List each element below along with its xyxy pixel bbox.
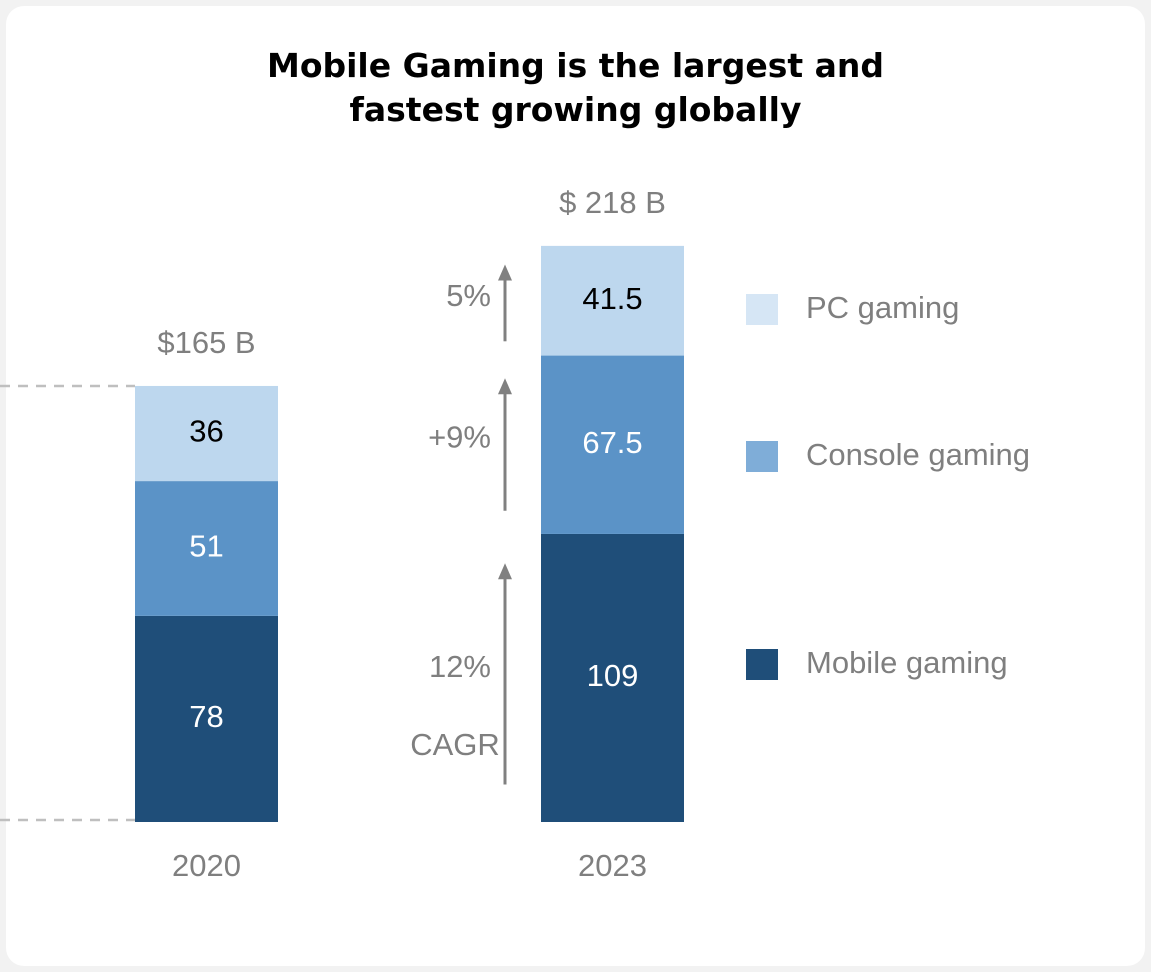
legend-swatch-pc-gaming: [746, 294, 778, 325]
x-tick-label-2023: 2023: [578, 848, 647, 883]
data-label-2023-console-gaming: 67.5: [582, 425, 642, 460]
chart-title-line-1: Mobile Gaming is the largest and: [266, 46, 884, 85]
total-label-2020: $165 B: [157, 325, 255, 360]
legend-label-pc-gaming: PC gaming: [806, 290, 959, 325]
cagr-value-console-gaming: +9%: [428, 420, 491, 455]
cagr-arrowhead-pc-gaming: [498, 264, 512, 281]
legend-label-mobile-gaming: Mobile gaming: [806, 645, 1008, 680]
data-label-2020-console-gaming: 51: [189, 529, 223, 564]
legend-swatch-mobile-gaming: [746, 649, 778, 680]
bar-2020-mobile-gaming: [135, 615, 278, 822]
total-label-2023: $ 218 B: [559, 185, 666, 220]
data-label-2023-pc-gaming: 41.5: [582, 281, 642, 316]
data-label-2020-mobile-gaming: 78: [189, 699, 223, 734]
x-tick-label-2020: 2020: [172, 848, 241, 883]
chart-title-line-2: fastest growing globally: [349, 90, 802, 129]
data-label-2023-mobile-gaming: 109: [587, 658, 639, 693]
cagr-arrowhead-mobile-gaming: [498, 563, 512, 580]
bar-2020-console-gaming: [135, 481, 278, 616]
data-label-2020-pc-gaming: 36: [189, 414, 223, 449]
legend-swatch-console-gaming: [746, 441, 778, 472]
bar-2023-mobile-gaming: [541, 533, 684, 822]
cagr-value-pc-gaming: 5%: [446, 278, 491, 313]
cagr-value-mobile-gaming: 12%: [429, 649, 491, 684]
bar-2023-console-gaming: [541, 355, 684, 534]
bar-2023-pc-gaming: [541, 245, 684, 356]
chart-title: Mobile Gaming is the largest and fastest…: [0, 44, 1151, 132]
bar-2020-pc-gaming: [135, 385, 278, 482]
cagr-arrowhead-console-gaming: [498, 378, 512, 395]
cagr-label: CAGR: [410, 727, 500, 762]
legend-label-console-gaming: Console gaming: [806, 437, 1030, 472]
